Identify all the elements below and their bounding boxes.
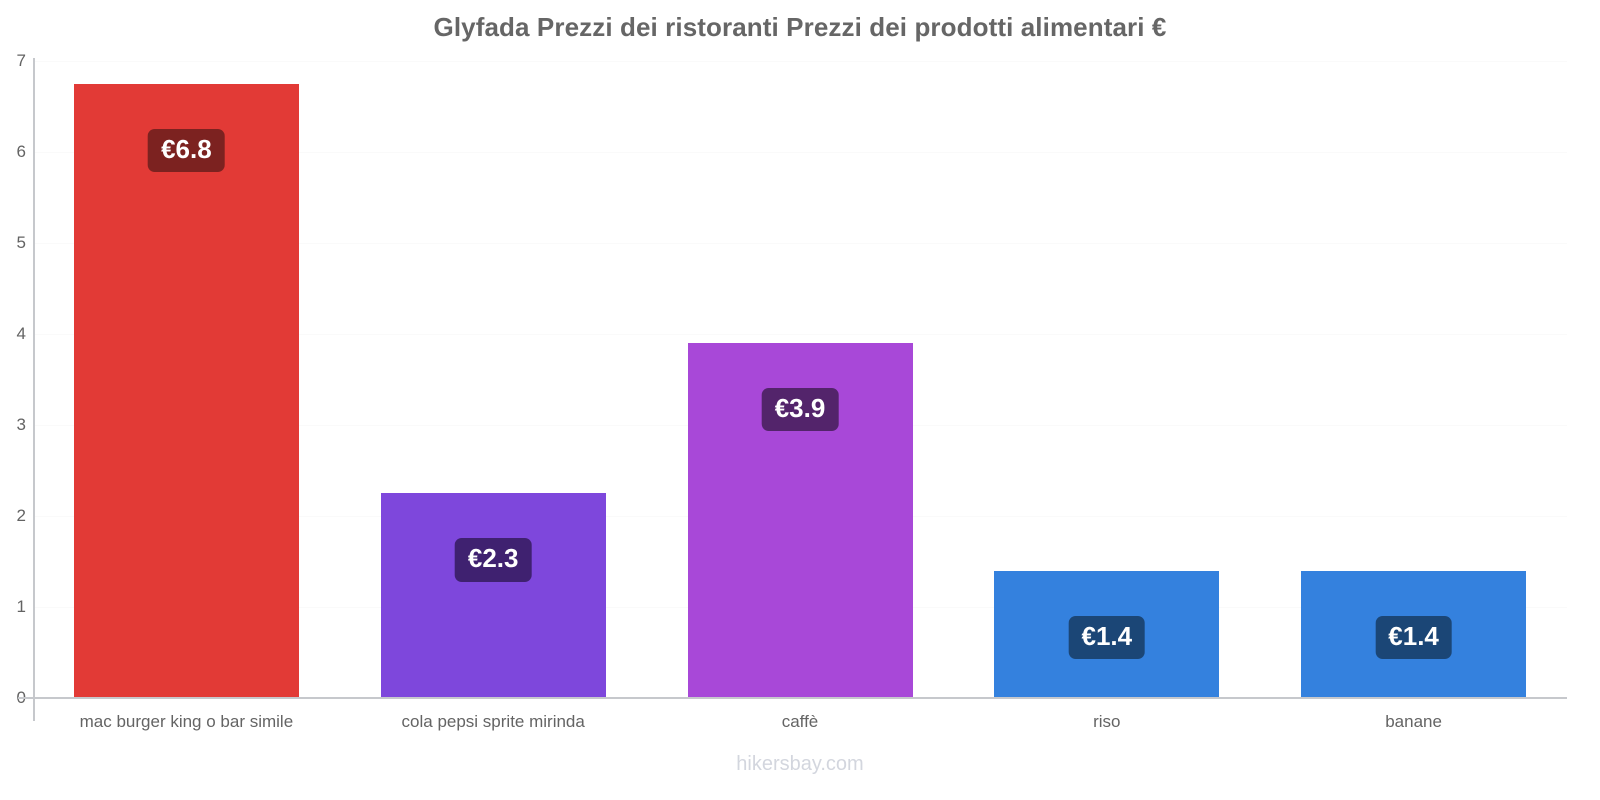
bar[interactable]: €1.4 xyxy=(1301,570,1527,698)
chart-title: Glyfada Prezzi dei ristoranti Prezzi dei… xyxy=(433,12,1167,42)
y-axis-tick-label: 5 xyxy=(16,233,26,252)
x-axis-category-label: banane xyxy=(1385,712,1442,731)
bar[interactable]: €1.4 xyxy=(994,570,1220,698)
y-axis-tick-label: 6 xyxy=(16,142,26,161)
y-axis-line xyxy=(33,58,35,701)
bar-value-label: €6.8 xyxy=(148,128,225,173)
x-axis-category-label: cola pepsi sprite mirinda xyxy=(401,712,585,731)
gridline xyxy=(33,61,1567,62)
bar[interactable]: €3.9 xyxy=(687,343,913,698)
x-axis-line xyxy=(18,697,1567,699)
y-axis-tick-label: 7 xyxy=(16,51,26,70)
x-axis-category-label: mac burger king o bar simile xyxy=(79,712,294,731)
watermark-label: hikersbay.com xyxy=(736,753,864,775)
bar-value-label: €2.3 xyxy=(454,538,532,582)
y-axis-tick-label: 3 xyxy=(16,415,26,434)
gridline xyxy=(33,243,1567,244)
plot-area: €6.8 €2.3 €3.9 €1.4 €1.4 xyxy=(33,61,1567,698)
y-axis-tick-labels: 01234567 xyxy=(0,0,26,800)
gridline xyxy=(33,334,1567,335)
bar-value-label: €1.4 xyxy=(1068,615,1146,659)
bar[interactable]: €6.8 xyxy=(73,83,299,698)
y-axis-origin-tick xyxy=(33,699,35,721)
bar-value-label: €3.9 xyxy=(761,388,839,432)
bar[interactable]: €2.3 xyxy=(380,493,606,698)
y-axis-tick-label: 4 xyxy=(16,324,26,343)
y-axis-tick-label: 1 xyxy=(16,597,26,616)
x-axis-category-label: riso xyxy=(1093,712,1121,731)
bar-value-label: €1.4 xyxy=(1375,615,1452,659)
y-axis-tick-label: 2 xyxy=(16,506,26,525)
x-axis-category-label: caffè xyxy=(781,712,819,731)
gridline xyxy=(33,152,1567,153)
